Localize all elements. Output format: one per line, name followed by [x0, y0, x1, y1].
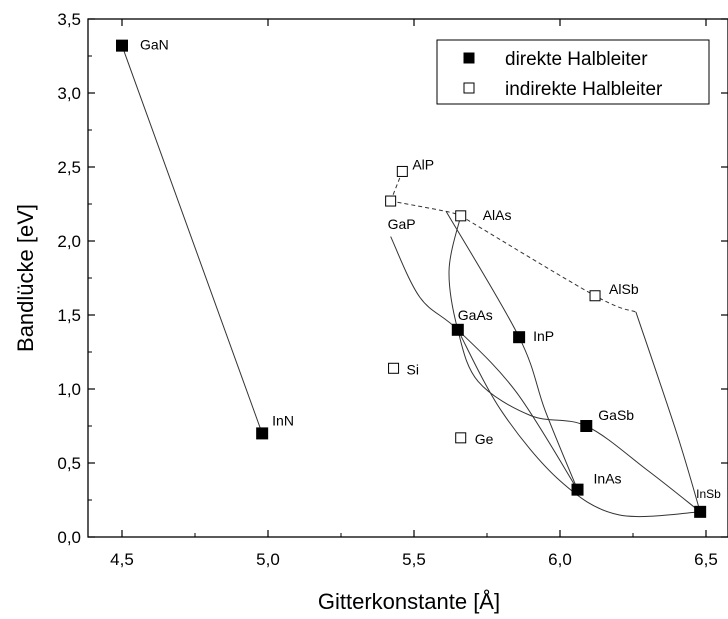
- point-label-alp: AlP: [412, 156, 434, 172]
- direct-marker-gasb: [580, 420, 593, 432]
- y-tick-label: 1,5: [57, 306, 81, 325]
- y-tick-label: 1,0: [57, 380, 81, 399]
- indirect-marker-alp: [396, 165, 408, 177]
- direct-marker-gan: [116, 39, 128, 52]
- indirect-marker-ge: [455, 432, 467, 444]
- connector-curve: [457, 329, 701, 518]
- indirect-marker-alas: [455, 210, 467, 222]
- point-label-inn: InN: [272, 412, 294, 428]
- direct-marker-insb: [694, 505, 707, 518]
- dashed-connector-curve: [390, 200, 461, 217]
- y-tick-label: 3,0: [57, 84, 81, 103]
- point-label-insb: InSb: [696, 487, 721, 501]
- connector-curve: [445, 211, 578, 490]
- y-tick-label: 2,5: [57, 158, 81, 177]
- point-label-gaas: GaAs: [458, 307, 493, 323]
- y-tick-label: 0,0: [57, 528, 81, 547]
- point-label-gasb: GaSb: [598, 407, 634, 423]
- legend-marker-direct: [463, 52, 475, 64]
- x-tick-label: 5,0: [256, 550, 280, 569]
- x-tick-label: 4,5: [110, 550, 134, 569]
- indirect-marker-alsb: [589, 290, 601, 302]
- direct-marker-gaas: [451, 323, 464, 336]
- point-label-alas: AlAs: [483, 207, 512, 223]
- dashed-connector-curve: [460, 215, 637, 313]
- indirect-marker-gap: [385, 195, 397, 207]
- direct-marker-inas: [571, 483, 584, 496]
- connector-curve: [121, 45, 263, 434]
- point-label-alsb: AlSb: [609, 281, 639, 297]
- point-label-inas: InAs: [594, 471, 622, 487]
- x-tick-label: 6,5: [694, 550, 718, 569]
- legend-marker-indirect: [463, 82, 475, 94]
- point-label-gan: GaN: [140, 37, 169, 53]
- dashed-connector-curve: [390, 171, 403, 202]
- legend-label-direct: direkte Halbleiter: [505, 49, 648, 70]
- direct-marker-inp: [513, 331, 526, 344]
- y-tick-label: 2,0: [57, 232, 81, 251]
- legend: direkte Halbleiter indirekte Halbleiter: [436, 39, 710, 105]
- legend-label-indirect: indirekte Halbleiter: [505, 79, 663, 100]
- connector-curve: [635, 311, 701, 512]
- point-label-inp: InP: [533, 328, 554, 344]
- point-label-ge: Ge: [475, 431, 494, 447]
- direct-marker-inn: [256, 427, 269, 440]
- indirect-marker-si: [388, 362, 400, 374]
- legend-box: [436, 39, 710, 105]
- y-tick-label: 3,5: [57, 10, 81, 29]
- x-axis-title: Gitterkonstante [Å]: [318, 589, 500, 614]
- y-tick-label: 0,5: [57, 454, 81, 473]
- y-axis-title: Bandlücke [eV]: [13, 204, 38, 352]
- x-tick-label: 6,0: [548, 550, 572, 569]
- connector-curve: [448, 215, 701, 513]
- point-label-gap: GaP: [388, 216, 416, 232]
- x-tick-label: 5,5: [402, 550, 426, 569]
- point-label-si: Si: [407, 361, 419, 377]
